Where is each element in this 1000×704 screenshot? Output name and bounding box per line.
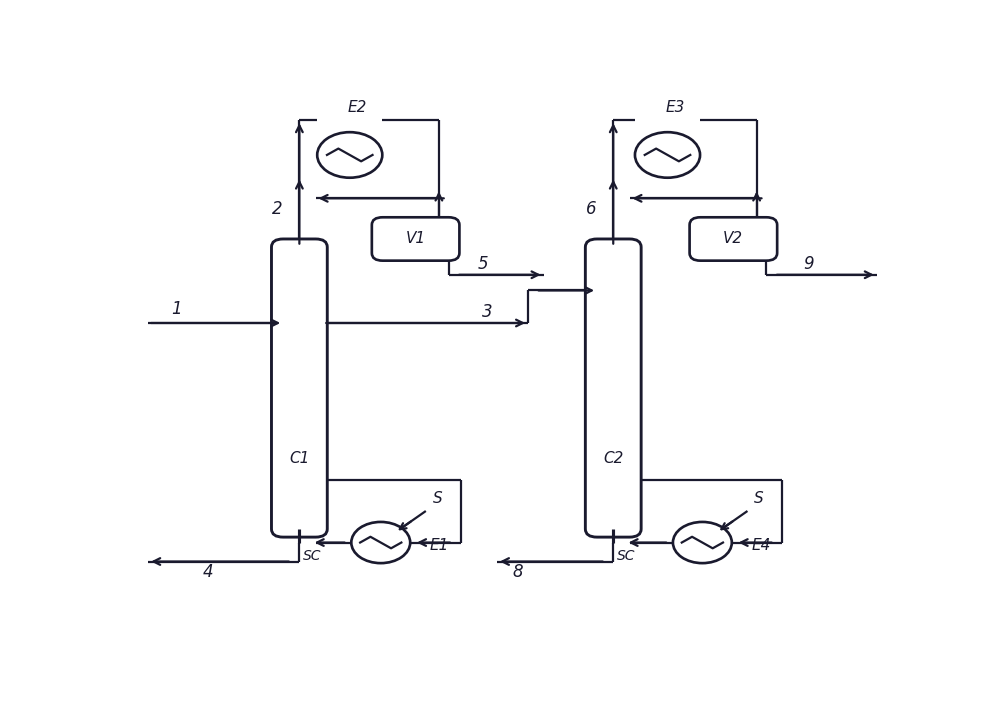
Text: E1: E1	[430, 538, 449, 553]
Circle shape	[673, 522, 732, 563]
Text: 3: 3	[482, 303, 492, 321]
FancyBboxPatch shape	[690, 218, 777, 260]
Text: E2: E2	[348, 100, 367, 115]
Text: 2: 2	[272, 200, 282, 218]
Text: SC: SC	[617, 549, 636, 563]
Circle shape	[317, 132, 382, 177]
Text: SC: SC	[303, 549, 322, 563]
FancyBboxPatch shape	[372, 218, 459, 260]
Circle shape	[635, 132, 700, 177]
Text: V1: V1	[406, 232, 426, 246]
Text: S: S	[754, 491, 764, 506]
Text: 9: 9	[803, 255, 814, 273]
Text: 8: 8	[512, 563, 523, 582]
Text: E4: E4	[751, 538, 771, 553]
FancyBboxPatch shape	[585, 239, 641, 537]
FancyBboxPatch shape	[271, 239, 327, 537]
Text: S: S	[433, 491, 442, 506]
Text: 5: 5	[478, 255, 488, 273]
Circle shape	[351, 522, 410, 563]
Text: 6: 6	[586, 200, 596, 218]
Text: V2: V2	[723, 232, 743, 246]
Text: E3: E3	[666, 100, 685, 115]
Text: 4: 4	[202, 563, 213, 582]
Text: C1: C1	[289, 451, 310, 466]
Text: 1: 1	[172, 301, 182, 318]
Text: C2: C2	[603, 451, 623, 466]
